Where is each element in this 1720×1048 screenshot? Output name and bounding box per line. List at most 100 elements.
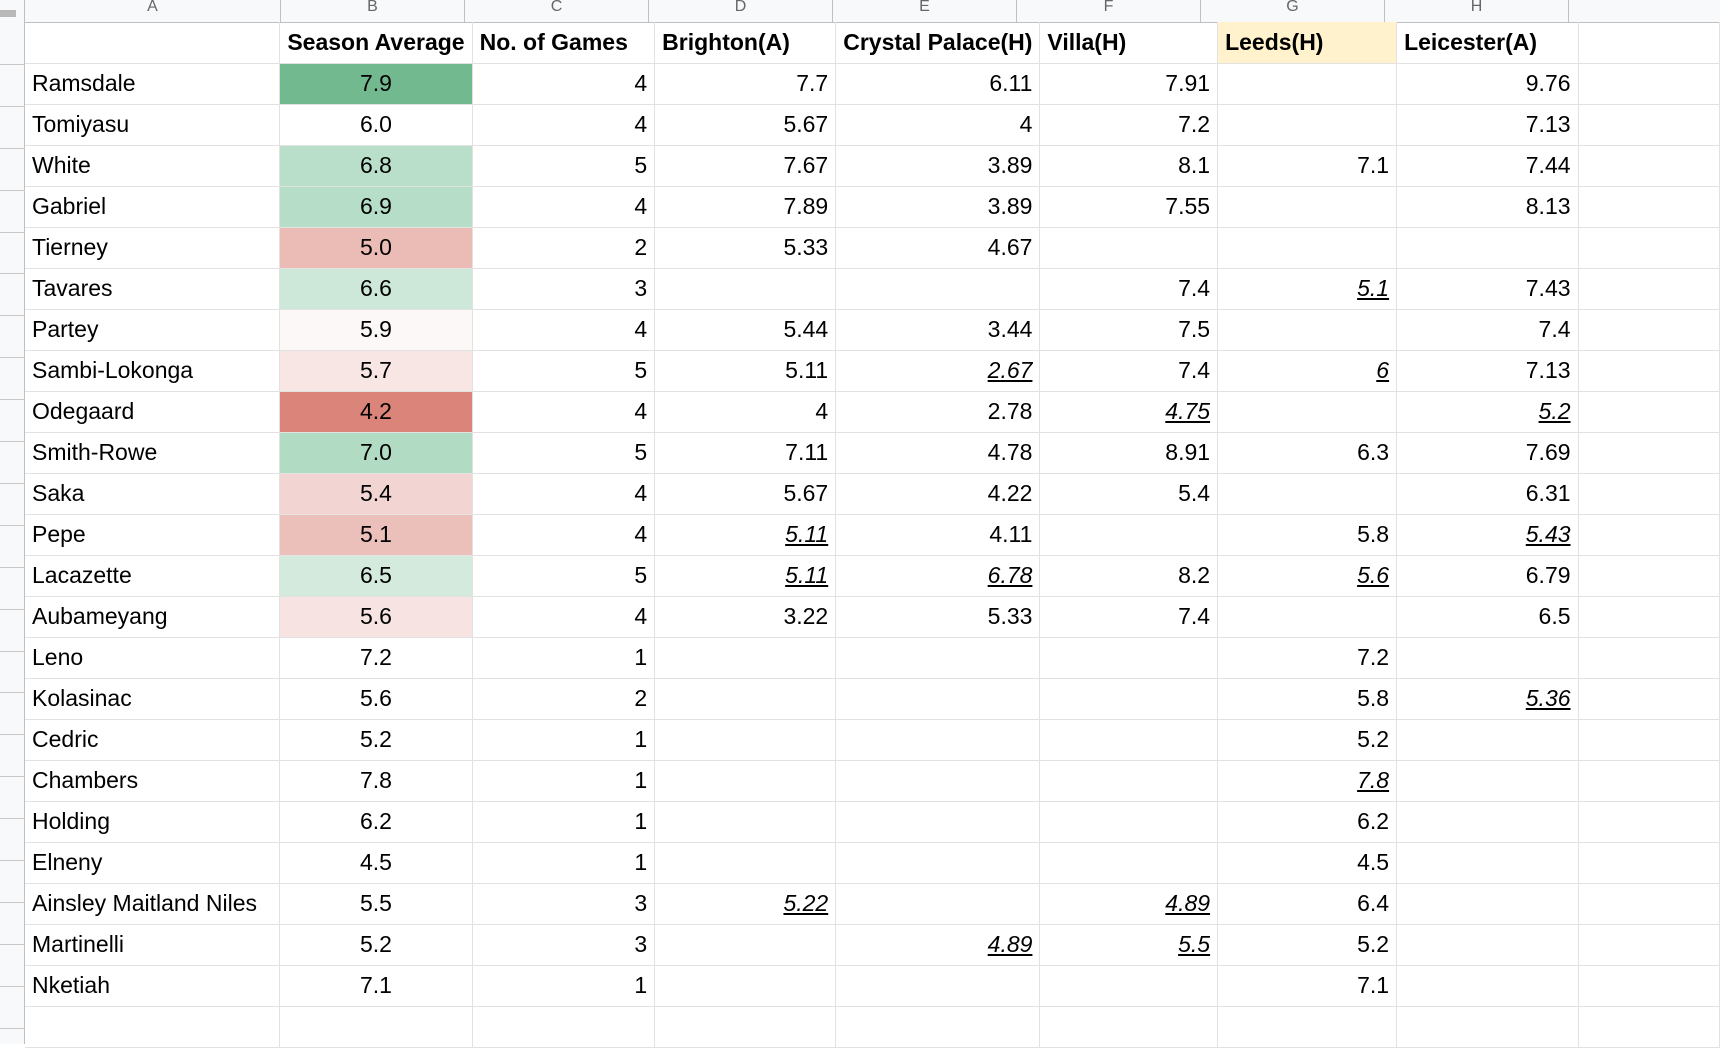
player-name-cell[interactable]: Cedric: [25, 719, 281, 761]
match-score-cell[interactable]: [654, 637, 837, 679]
match-score-cell[interactable]: [654, 965, 837, 1007]
match-score-cell[interactable]: 5.2: [1396, 391, 1579, 433]
match-score-cell[interactable]: 8.2: [1039, 555, 1219, 597]
match-score-cell[interactable]: 7.2: [1039, 104, 1219, 146]
season-average-cell[interactable]: 6.2: [279, 801, 473, 843]
match-score-cell[interactable]: [835, 678, 1041, 720]
match-score-cell[interactable]: 4: [835, 104, 1041, 146]
match-score-cell[interactable]: [1396, 883, 1579, 925]
empty-cell[interactable]: [1578, 555, 1720, 597]
match-score-cell[interactable]: 7.5: [1039, 309, 1219, 351]
empty-cell[interactable]: [1578, 104, 1720, 146]
match-score-cell[interactable]: [1396, 227, 1579, 269]
season-average-cell[interactable]: 6.9: [279, 186, 473, 228]
match-score-cell[interactable]: 6.5: [1396, 596, 1579, 638]
match-score-cell[interactable]: [835, 801, 1041, 843]
empty-cell[interactable]: [1578, 473, 1720, 515]
games-count-cell[interactable]: 4: [472, 309, 656, 351]
match-score-cell[interactable]: 5.8: [1217, 678, 1398, 720]
season-average-cell[interactable]: 5.2: [279, 924, 473, 966]
match-score-cell[interactable]: 7.11: [654, 432, 837, 474]
games-count-cell[interactable]: 3: [472, 924, 656, 966]
empty-cell[interactable]: [1578, 760, 1720, 802]
season-average-cell[interactable]: 5.6: [279, 596, 473, 638]
match-score-cell[interactable]: 3.44: [835, 309, 1041, 351]
empty-cell[interactable]: [1578, 186, 1720, 228]
games-count-cell[interactable]: 4: [472, 473, 656, 515]
match-score-cell[interactable]: 4: [654, 391, 837, 433]
match-score-cell[interactable]: [1396, 965, 1579, 1007]
match-score-cell[interactable]: 7.4: [1396, 309, 1579, 351]
header-cell-leeds[interactable]: Leeds(H): [1217, 22, 1398, 64]
games-count-cell[interactable]: 1: [472, 842, 656, 884]
games-count-cell[interactable]: 4: [472, 596, 656, 638]
empty-cell[interactable]: [1578, 268, 1720, 310]
match-score-cell[interactable]: [1217, 391, 1398, 433]
empty-cell[interactable]: [25, 1006, 281, 1048]
match-score-cell[interactable]: [1217, 63, 1398, 105]
player-name-cell[interactable]: Elneny: [25, 842, 281, 884]
match-score-cell[interactable]: 6.79: [1396, 555, 1579, 597]
match-score-cell[interactable]: 6.78: [835, 555, 1041, 597]
match-score-cell[interactable]: 7.1: [1217, 145, 1398, 187]
match-score-cell[interactable]: [654, 801, 837, 843]
match-score-cell[interactable]: [1396, 842, 1579, 884]
player-name-cell[interactable]: Martinelli: [25, 924, 281, 966]
match-score-cell[interactable]: 7.69: [1396, 432, 1579, 474]
match-score-cell[interactable]: 2.67: [835, 350, 1041, 392]
games-count-cell[interactable]: 4: [472, 104, 656, 146]
match-score-cell[interactable]: [1039, 965, 1219, 1007]
match-score-cell[interactable]: 7.7: [654, 63, 837, 105]
empty-cell[interactable]: [1578, 227, 1720, 269]
empty-cell[interactable]: [1578, 391, 1720, 433]
match-score-cell[interactable]: [654, 719, 837, 761]
match-score-cell[interactable]: 5.36: [1396, 678, 1579, 720]
column-letter[interactable]: A: [25, 0, 281, 22]
season-average-cell[interactable]: 5.7: [279, 350, 473, 392]
empty-cell[interactable]: [1578, 1006, 1720, 1048]
empty-cell[interactable]: [1578, 63, 1720, 105]
match-score-cell[interactable]: [1217, 309, 1398, 351]
match-score-cell[interactable]: [654, 760, 837, 802]
column-letter[interactable]: D: [649, 0, 833, 22]
select-all-corner[interactable]: [0, 0, 25, 22]
match-score-cell[interactable]: 4.5: [1217, 842, 1398, 884]
column-letter[interactable]: F: [1017, 0, 1201, 22]
empty-cell[interactable]: [1578, 145, 1720, 187]
header-cell-name[interactable]: [25, 22, 281, 64]
season-average-cell[interactable]: 5.9: [279, 309, 473, 351]
match-score-cell[interactable]: [835, 719, 1041, 761]
player-name-cell[interactable]: Nketiah: [25, 965, 281, 1007]
match-score-cell[interactable]: 5.1: [1217, 268, 1398, 310]
match-score-cell[interactable]: [1039, 719, 1219, 761]
empty-cell[interactable]: [1578, 22, 1720, 64]
match-score-cell[interactable]: 5.43: [1396, 514, 1579, 556]
empty-cell[interactable]: [1578, 350, 1720, 392]
empty-cell[interactable]: [1578, 637, 1720, 679]
match-score-cell[interactable]: [1039, 678, 1219, 720]
header-cell-brighton[interactable]: Brighton(A): [654, 22, 837, 64]
column-letter[interactable]: B: [281, 0, 465, 22]
match-score-cell[interactable]: [654, 924, 837, 966]
match-score-cell[interactable]: [1217, 104, 1398, 146]
games-count-cell[interactable]: 1: [472, 719, 656, 761]
season-average-cell[interactable]: 7.9: [279, 63, 473, 105]
match-score-cell[interactable]: [835, 637, 1041, 679]
column-letter[interactable]: E: [833, 0, 1017, 22]
match-score-cell[interactable]: 7.4: [1039, 596, 1219, 638]
player-name-cell[interactable]: Lacazette: [25, 555, 281, 597]
empty-cell[interactable]: [654, 1006, 837, 1048]
empty-cell[interactable]: [1578, 678, 1720, 720]
player-name-cell[interactable]: Tierney: [25, 227, 281, 269]
match-score-cell[interactable]: [1039, 801, 1219, 843]
match-score-cell[interactable]: 7.4: [1039, 350, 1219, 392]
games-count-cell[interactable]: 5: [472, 350, 656, 392]
games-count-cell[interactable]: 1: [472, 801, 656, 843]
player-name-cell[interactable]: Tavares: [25, 268, 281, 310]
match-score-cell[interactable]: [1217, 227, 1398, 269]
player-name-cell[interactable]: Leno: [25, 637, 281, 679]
season-average-cell[interactable]: 7.1: [279, 965, 473, 1007]
match-score-cell[interactable]: 8.1: [1039, 145, 1219, 187]
player-name-cell[interactable]: Aubameyang: [25, 596, 281, 638]
header-cell-crystal-palace[interactable]: Crystal Palace(H): [835, 22, 1041, 64]
